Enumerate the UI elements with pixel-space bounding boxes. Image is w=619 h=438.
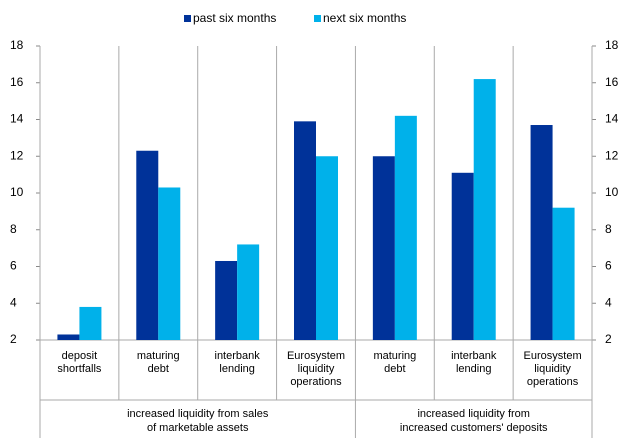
x-tick-label: Eurosystem xyxy=(287,350,345,362)
group-label: increased liquidity from sales xyxy=(127,408,269,420)
x-tick-label: operations xyxy=(290,376,342,388)
y-tick-label: 10 xyxy=(10,185,24,199)
y-tick-label: 16 xyxy=(10,75,24,89)
bar xyxy=(530,125,553,340)
legend-marker xyxy=(314,15,321,22)
bar xyxy=(237,244,260,340)
x-tick-label: Eurosystem xyxy=(524,350,582,362)
bar xyxy=(394,115,417,340)
bar xyxy=(451,172,474,340)
bar xyxy=(158,187,181,340)
x-tick-label: maturing xyxy=(373,350,416,362)
group-label: increased liquidity from xyxy=(417,408,530,420)
y2-tick-label: 4 xyxy=(605,295,612,309)
x-tick-label: lending xyxy=(219,363,254,375)
bar xyxy=(57,334,80,340)
bar xyxy=(294,121,316,341)
x-tick-label: debt xyxy=(148,363,169,375)
y-tick-label: 12 xyxy=(10,148,24,162)
x-tick-label: interbank xyxy=(451,350,497,362)
group-label: of marketable assets xyxy=(147,422,249,434)
y-tick-label: 8 xyxy=(10,222,17,236)
y-tick-label: 4 xyxy=(10,295,17,309)
legend-marker xyxy=(184,15,191,22)
y-tick-label: 14 xyxy=(10,112,24,126)
y-tick-label: 2 xyxy=(10,332,17,346)
bar xyxy=(316,156,338,340)
legend-label: past six months xyxy=(193,11,276,25)
bar xyxy=(372,156,395,340)
bar xyxy=(79,306,102,340)
x-tick-label: maturing xyxy=(137,350,180,362)
y2-tick-label: 8 xyxy=(605,222,612,236)
y2-tick-label: 16 xyxy=(605,75,619,89)
bar xyxy=(215,260,238,340)
legend-label: next six months xyxy=(323,11,406,25)
y2-tick-label: 10 xyxy=(605,185,619,199)
x-tick-label: lending xyxy=(456,363,491,375)
bar xyxy=(552,207,575,340)
x-tick-label: debt xyxy=(384,363,405,375)
bar xyxy=(136,150,159,340)
x-tick-label: interbank xyxy=(215,350,261,362)
y-tick-label: 6 xyxy=(10,259,17,273)
x-tick-label: liquidity xyxy=(534,363,571,375)
x-tick-label: deposit xyxy=(62,350,97,362)
y2-tick-label: 18 xyxy=(605,38,619,52)
y-tick-label: 18 xyxy=(10,38,24,52)
bar xyxy=(473,79,496,340)
y2-tick-label: 2 xyxy=(605,332,612,346)
x-tick-label: liquidity xyxy=(298,363,335,375)
y2-tick-label: 12 xyxy=(605,148,619,162)
y2-tick-label: 14 xyxy=(605,112,619,126)
x-tick-label: operations xyxy=(527,376,579,388)
group-label: increased customers' deposits xyxy=(400,422,548,434)
y2-tick-label: 6 xyxy=(605,259,612,273)
x-tick-label: shortfalls xyxy=(57,363,102,375)
